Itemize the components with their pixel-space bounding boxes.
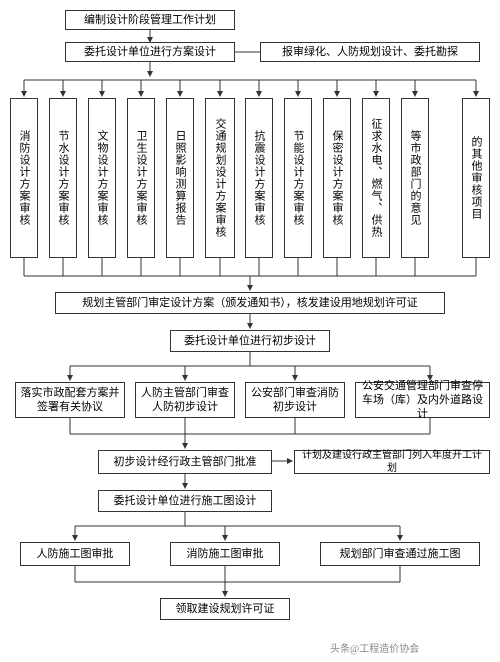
col-relic: 文物设计方案审核 [88, 98, 116, 258]
node-defense-drawing: 人防施工图审批 [20, 542, 130, 566]
col-health: 卫生设计方案审核 [127, 98, 155, 258]
flowchart-canvas: 编制设计阶段管理工作计划 委托设计单位进行方案设计 报审绿化、人防规划设计、委托… [0, 0, 500, 662]
node-planning-approve: 规划主管部门审定设计方案（颁发通知书），核发建设用地规划许可证 [55, 292, 445, 314]
node-planning-drawing: 规划部门审查通过施工图 [320, 542, 480, 566]
node-prelim-approve: 初步设计经行政主管部门批准 [98, 450, 272, 474]
col-utility: 征求水电、燃气、供热 [362, 98, 390, 258]
node-police-fire: 公安部门审查消防初步设计 [245, 382, 345, 418]
node-report-green: 报审绿化、人防规划设计、委托勘探 [260, 42, 480, 62]
node-civil-defense: 人防主管部门审查人防初步设计 [135, 382, 235, 418]
col-municipal: 等市政部门的意见 [401, 98, 429, 258]
node-entrust-prelim: 委托设计单位进行初步设计 [170, 330, 330, 352]
node-entrust-scheme: 委托设计单位进行方案设计 [65, 42, 235, 62]
col-secret: 保密设计方案审核 [323, 98, 351, 258]
node-entrust-construction: 委托设计单位进行施工图设计 [98, 490, 272, 512]
col-other: 的其他审核项目 [462, 98, 490, 258]
footer-credit: 头条@工程造价协会 [330, 640, 419, 655]
node-plan: 编制设计阶段管理工作计划 [65, 10, 235, 30]
col-traffic: 交通规划设计方案审核 [205, 98, 235, 258]
node-fire-drawing: 消防施工图审批 [170, 542, 280, 566]
col-energy: 节能设计方案审核 [284, 98, 312, 258]
node-annual-plan: 计划及建设行政主管部门列入年度开工计划 [294, 450, 490, 474]
node-municipal-agreement: 落实市政配套方案并签署有关协议 [15, 382, 125, 418]
node-final-permit: 领取建设规划许可证 [160, 598, 290, 620]
col-seismic: 抗震设计方案审核 [245, 98, 273, 258]
col-sunlight: 日照影响测算报告 [166, 98, 194, 258]
col-fire: 消防设计方案审核 [10, 98, 38, 258]
node-traffic-parking: 公安交通管理部门审查停车场（库）及内外道路设计 [355, 382, 490, 418]
col-water: 节水设计方案审核 [49, 98, 77, 258]
